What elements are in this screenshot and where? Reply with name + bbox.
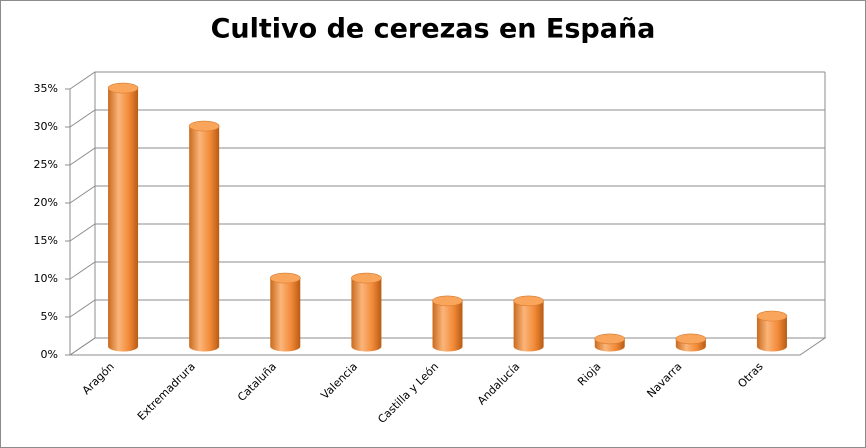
bar bbox=[513, 295, 544, 352]
bar-body bbox=[756, 316, 787, 352]
bar bbox=[107, 82, 139, 352]
y-tick-label: 35% bbox=[34, 82, 58, 95]
bar bbox=[269, 272, 301, 352]
bar-top bbox=[432, 295, 463, 307]
bar-top bbox=[756, 310, 788, 322]
grid-line bbox=[69, 185, 825, 204]
bar-body bbox=[432, 300, 463, 352]
y-tick-label: 5% bbox=[41, 310, 58, 323]
y-tick-label: 25% bbox=[34, 158, 58, 171]
bar bbox=[756, 310, 788, 352]
grid-line bbox=[69, 299, 825, 318]
grid-line bbox=[69, 223, 825, 242]
chart-title: Cultivo de cerezas en España bbox=[211, 14, 656, 45]
bar bbox=[351, 272, 382, 352]
bar bbox=[675, 333, 707, 352]
bar-body bbox=[270, 278, 301, 352]
grid-line bbox=[69, 71, 825, 90]
bar-top bbox=[513, 295, 544, 307]
bar-body bbox=[108, 88, 139, 352]
grid-line bbox=[69, 261, 825, 280]
bar-body bbox=[351, 278, 382, 352]
y-tick-label: 20% bbox=[34, 196, 58, 209]
grid-line bbox=[69, 337, 825, 356]
bar-top bbox=[188, 120, 220, 132]
y-tick-label: 10% bbox=[34, 272, 58, 285]
bar bbox=[432, 295, 463, 352]
bar-body bbox=[513, 300, 544, 352]
grid-line bbox=[69, 109, 825, 128]
bar-top bbox=[675, 333, 707, 345]
y-tick-label: 30% bbox=[34, 120, 58, 133]
bar-body bbox=[189, 126, 220, 352]
bar-top bbox=[269, 272, 301, 284]
y-tick-label: 0% bbox=[41, 348, 58, 361]
grid-line bbox=[69, 147, 825, 166]
bar bbox=[188, 120, 220, 352]
y-tick-label: 15% bbox=[34, 234, 58, 247]
bar-top bbox=[107, 82, 139, 94]
bar-top bbox=[351, 272, 382, 284]
bar-top bbox=[594, 333, 626, 345]
bar bbox=[594, 333, 626, 352]
